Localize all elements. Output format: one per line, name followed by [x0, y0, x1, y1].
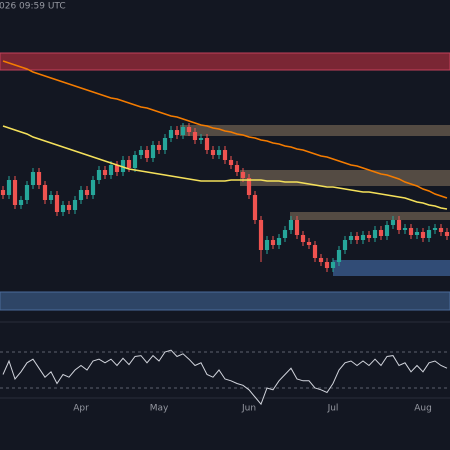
candle-body [426, 230, 432, 238]
candle-body [120, 160, 126, 172]
candle-body [84, 190, 90, 195]
supply-zone [240, 170, 450, 186]
candle-body [162, 138, 168, 150]
candle-body [0, 190, 6, 195]
candle-body [384, 225, 390, 236]
candle-body [138, 150, 144, 155]
candle-body [18, 200, 24, 205]
candle-body [54, 195, 60, 212]
x-tick-label: Jun [241, 404, 256, 414]
moving-average [2, 125, 448, 210]
candle-body [186, 127, 192, 132]
candle-body [204, 138, 210, 150]
candle-body [12, 180, 18, 205]
candle-body [270, 240, 276, 245]
candle-body [210, 150, 216, 155]
candle-body [174, 130, 180, 135]
candle-body [48, 195, 54, 200]
candle-body [318, 258, 324, 262]
supply-zone [290, 212, 450, 220]
candle-body [192, 132, 198, 140]
candle-body [60, 205, 66, 212]
candle-body [144, 150, 150, 158]
candle-body [276, 238, 282, 245]
candle-body [282, 230, 288, 238]
candle-body [108, 165, 114, 175]
candle-body [168, 130, 174, 138]
candle-body [264, 240, 270, 250]
candle-body [150, 145, 156, 158]
candle-body [246, 178, 252, 195]
candle-body [234, 165, 240, 172]
candle-body [114, 165, 120, 172]
x-tick-label: May [150, 404, 169, 414]
support-zone [0, 291, 450, 311]
candle-body [96, 170, 102, 180]
resistance-zone [0, 52, 450, 71]
candle-body [240, 172, 246, 178]
candle-body [432, 228, 438, 230]
candle-body [366, 235, 372, 238]
candle-body [288, 220, 294, 230]
candle-body [66, 205, 72, 210]
moving-average [2, 60, 448, 199]
candle-body [408, 228, 414, 235]
timestamp: 026 09:59 UTC [0, 2, 66, 12]
candle-body [180, 127, 186, 135]
candle-body [360, 235, 366, 240]
candle-body [228, 160, 234, 165]
candle-body [372, 230, 378, 238]
candle-body [24, 185, 30, 200]
supply-zone [180, 125, 450, 136]
candle-body [348, 236, 354, 240]
candle-body [342, 240, 348, 250]
candle-body [390, 220, 396, 225]
candle-body [438, 228, 444, 232]
candle-body [72, 200, 78, 210]
candle-body [78, 190, 84, 200]
candle-body [126, 160, 132, 168]
candle-body [36, 172, 42, 185]
candle-body [222, 150, 228, 160]
rsi-line [2, 349, 448, 406]
candle-body [306, 242, 312, 245]
candle-body [420, 232, 426, 238]
candle-body [300, 235, 306, 242]
x-tick-label: Aug [414, 404, 432, 414]
x-tick-label: Jul [327, 404, 339, 414]
candle-body [294, 220, 300, 235]
candle-body [6, 180, 12, 195]
candle-body [90, 180, 96, 195]
candle-body [414, 232, 420, 235]
candle-body [42, 185, 48, 200]
candle-body [324, 262, 330, 268]
demand-zone [333, 260, 450, 276]
candle-body [198, 138, 204, 140]
candle-body [132, 155, 138, 168]
candle-body [312, 245, 318, 258]
candle-body [336, 250, 342, 262]
candle-body [444, 232, 450, 236]
candle-body [30, 172, 36, 185]
candle-body [258, 220, 264, 250]
candle-body [102, 170, 108, 175]
candle-body [378, 230, 384, 236]
candle-body [402, 228, 408, 230]
x-tick-label: Apr [73, 404, 89, 414]
candle-body [354, 236, 360, 240]
candle-body [216, 150, 222, 155]
candle-body [156, 145, 162, 150]
candle-body [330, 262, 336, 268]
candle-body [252, 195, 258, 220]
candle-body [396, 220, 402, 230]
